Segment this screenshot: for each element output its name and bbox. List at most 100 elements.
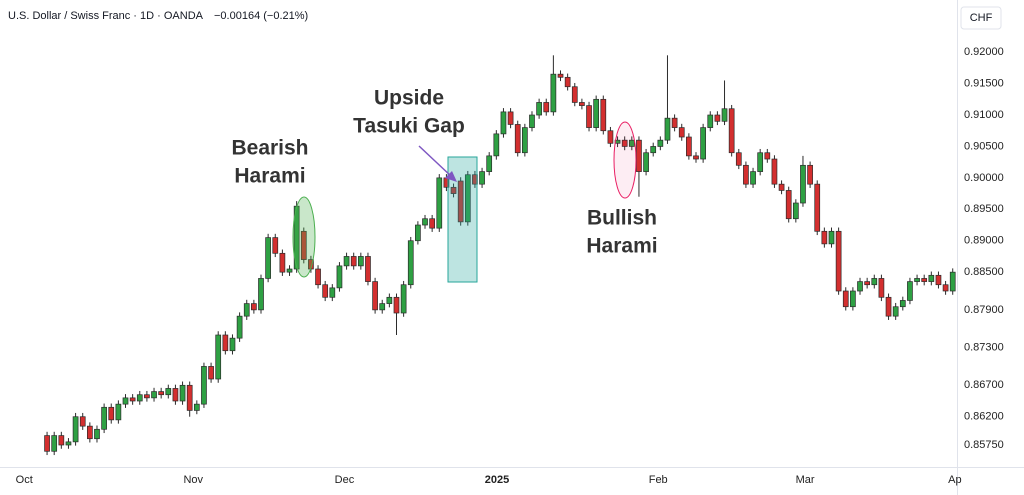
candle-body xyxy=(678,127,685,138)
x-tick-label: Oct xyxy=(16,474,33,486)
candle-body xyxy=(557,73,564,78)
candle-body xyxy=(329,287,336,298)
x-tick-label: Feb xyxy=(649,474,668,486)
candle-body xyxy=(122,397,129,405)
candle-body xyxy=(165,388,172,396)
candle-body xyxy=(286,268,293,273)
candle-body xyxy=(400,284,407,314)
candle-body xyxy=(486,155,493,172)
currency-box[interactable] xyxy=(960,6,1002,30)
candle-body xyxy=(193,403,200,411)
y-tick-label: 0.91500 xyxy=(964,78,1004,90)
candle-body xyxy=(258,278,264,311)
candle-body xyxy=(778,183,785,191)
candle-body xyxy=(350,256,357,267)
candle-body xyxy=(500,111,507,135)
candle-body xyxy=(315,268,321,286)
candle-body xyxy=(243,303,250,317)
candle-body xyxy=(87,425,93,440)
candle-body xyxy=(828,230,835,245)
candle-body xyxy=(72,416,79,443)
y-tick-label: 0.90000 xyxy=(964,172,1004,184)
candle-body xyxy=(300,230,307,260)
x-tick-label: 2025 xyxy=(485,474,509,486)
currency-label[interactable]: CHF xyxy=(970,12,993,24)
y-tick-label: 0.85750 xyxy=(964,439,1004,451)
candle-body xyxy=(136,394,143,402)
candle-body xyxy=(707,114,714,128)
candle-body xyxy=(878,278,885,298)
candle-body xyxy=(357,256,364,267)
candle-body xyxy=(251,303,257,311)
candle-body xyxy=(265,237,271,279)
candle-body xyxy=(129,397,136,402)
candle-body xyxy=(743,164,749,185)
candle-body xyxy=(543,102,550,113)
x-tick-label: Nov xyxy=(183,474,203,486)
candle-body xyxy=(272,237,279,254)
candle-body xyxy=(693,155,699,160)
candle-body xyxy=(393,296,400,314)
y-tick-label: 0.89500 xyxy=(964,203,1004,215)
candle-body xyxy=(650,146,657,154)
candle-body xyxy=(914,278,920,282)
candle-body xyxy=(514,124,521,154)
candle-body xyxy=(871,278,878,286)
candle-body xyxy=(800,164,806,204)
candle-body xyxy=(600,98,607,132)
candle-body xyxy=(415,224,421,242)
y-tick-label: 0.90500 xyxy=(964,140,1004,152)
candle-body xyxy=(657,139,664,147)
candle-body xyxy=(921,278,928,282)
candle-body xyxy=(721,108,728,122)
candle-body xyxy=(842,290,849,308)
candle-body xyxy=(593,98,600,128)
candle-body xyxy=(372,281,378,311)
candle-body xyxy=(507,111,514,125)
annotation: Harami xyxy=(586,235,657,258)
candle-body xyxy=(807,164,813,185)
candle-body xyxy=(457,180,464,223)
candle-body xyxy=(222,334,229,352)
candle-body xyxy=(186,384,193,411)
candle-body xyxy=(158,391,165,396)
candle-body xyxy=(464,174,471,223)
candle-body xyxy=(422,218,428,226)
candle-body xyxy=(94,428,100,440)
candle-body xyxy=(229,337,236,352)
candle-body xyxy=(201,366,207,405)
candle-body xyxy=(343,256,350,267)
y-tick-label: 0.92000 xyxy=(964,46,1004,58)
annotation: Tasuki Gap xyxy=(353,115,465,138)
candle-body xyxy=(108,406,115,421)
candle-body xyxy=(864,281,870,286)
y-tick-label: 0.86700 xyxy=(964,379,1004,391)
candle-body xyxy=(436,177,443,229)
x-tick-label: Dec xyxy=(335,474,355,486)
candle-body xyxy=(607,130,614,144)
y-tick-label: 0.89000 xyxy=(964,235,1004,247)
chart-title: U.S. Dollar / Swiss Franc · 1D · OANDA xyxy=(8,10,204,22)
candle-body xyxy=(215,334,222,380)
candle-body xyxy=(522,127,528,154)
y-tick-label: 0.88500 xyxy=(964,266,1004,278)
candle-body xyxy=(785,190,792,220)
candle-body xyxy=(621,139,628,147)
candle-body xyxy=(536,102,542,116)
candle-body xyxy=(942,284,949,292)
candle-body xyxy=(493,133,500,157)
candle-body xyxy=(750,171,756,185)
candle-body xyxy=(564,76,571,88)
y-tick-label: 0.87900 xyxy=(964,304,1004,316)
candle-body xyxy=(529,114,535,128)
candle-body xyxy=(236,315,243,339)
annotation-arrow xyxy=(418,145,453,178)
candle-body xyxy=(735,152,742,166)
annotation: Bearish xyxy=(231,137,308,160)
candle-body xyxy=(407,240,414,286)
candle-body xyxy=(365,256,371,282)
candle-body xyxy=(714,114,721,122)
candle-body xyxy=(115,403,122,421)
candle-body xyxy=(429,218,435,229)
candle-body xyxy=(386,296,393,304)
